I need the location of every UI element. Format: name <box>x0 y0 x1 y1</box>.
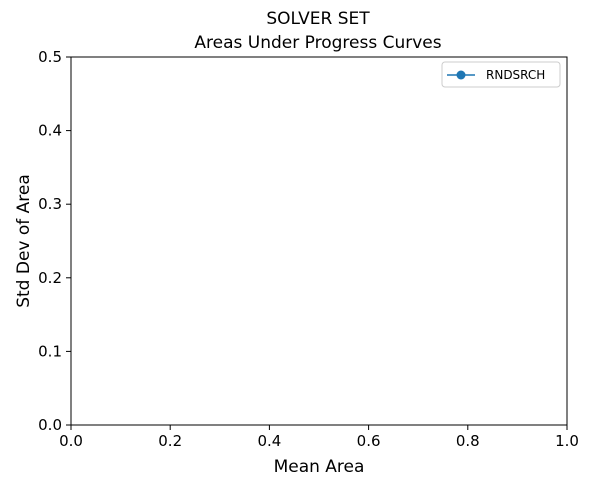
y-tick-label: 0.2 <box>38 269 62 287</box>
y-tick-label: 0.4 <box>38 122 62 140</box>
x-axis-label: Mean Area <box>274 457 365 477</box>
legend-box <box>441 61 561 88</box>
y-tick-label: 0.1 <box>38 342 62 360</box>
x-tick-label: 1.0 <box>555 432 579 450</box>
x-tick-label: 0.2 <box>158 432 182 450</box>
x-tick-label: 0.6 <box>357 432 381 450</box>
chart-subtitle: Areas Under Progress Curves <box>194 33 441 53</box>
chart-title: SOLVER SET <box>266 9 370 29</box>
y-tick-label: 0.0 <box>38 416 62 434</box>
x-tick-label: 0.0 <box>59 432 83 450</box>
x-tick-label: 0.4 <box>257 432 281 450</box>
plot-area <box>70 56 568 426</box>
y-axis-ticks: 0.0 0.1 0.2 0.3 0.4 0.5 <box>38 48 71 434</box>
legend-label: RNDSRCH <box>486 68 545 82</box>
legend-marker <box>456 70 466 80</box>
x-axis-ticks: 0.0 0.2 0.4 0.6 0.8 1.0 <box>59 425 579 450</box>
legend: RNDSRCH <box>441 61 561 88</box>
y-tick-label: 0.5 <box>38 48 62 66</box>
x-tick-label: 0.8 <box>456 432 480 450</box>
y-tick-label: 0.3 <box>38 195 62 213</box>
y-axis-label: Std Dev of Area <box>14 174 34 308</box>
